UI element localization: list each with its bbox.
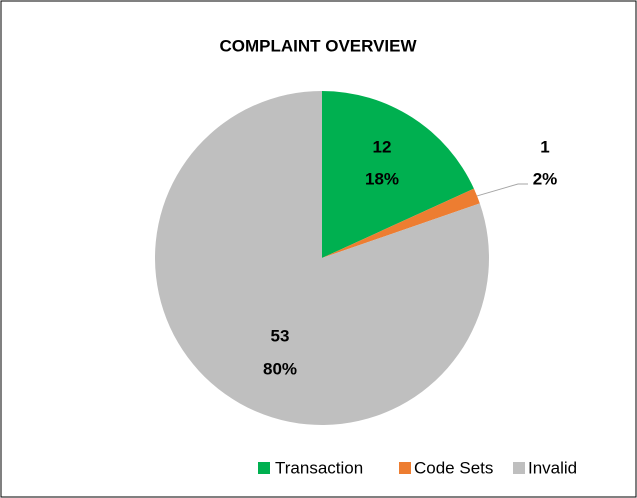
legend-swatch <box>513 462 525 474</box>
legend-swatch <box>399 462 411 474</box>
leader-line <box>476 183 528 197</box>
data-label: 1 <box>540 137 549 156</box>
legend-label: Invalid <box>528 458 577 477</box>
legend-label: Transaction <box>275 458 363 477</box>
data-label: 80% <box>263 359 297 378</box>
pie-slice <box>322 91 474 258</box>
legend-label: Code Sets <box>414 458 493 477</box>
data-label: 2% <box>533 169 558 188</box>
pie-slice <box>155 91 490 425</box>
data-label: 12 <box>373 137 392 156</box>
data-label: 18% <box>365 169 399 188</box>
legend-swatch <box>258 462 270 474</box>
pie-slice <box>322 188 480 258</box>
chart-title: COMPLAINT OVERVIEW <box>219 36 417 55</box>
data-label: 53 <box>271 326 290 345</box>
